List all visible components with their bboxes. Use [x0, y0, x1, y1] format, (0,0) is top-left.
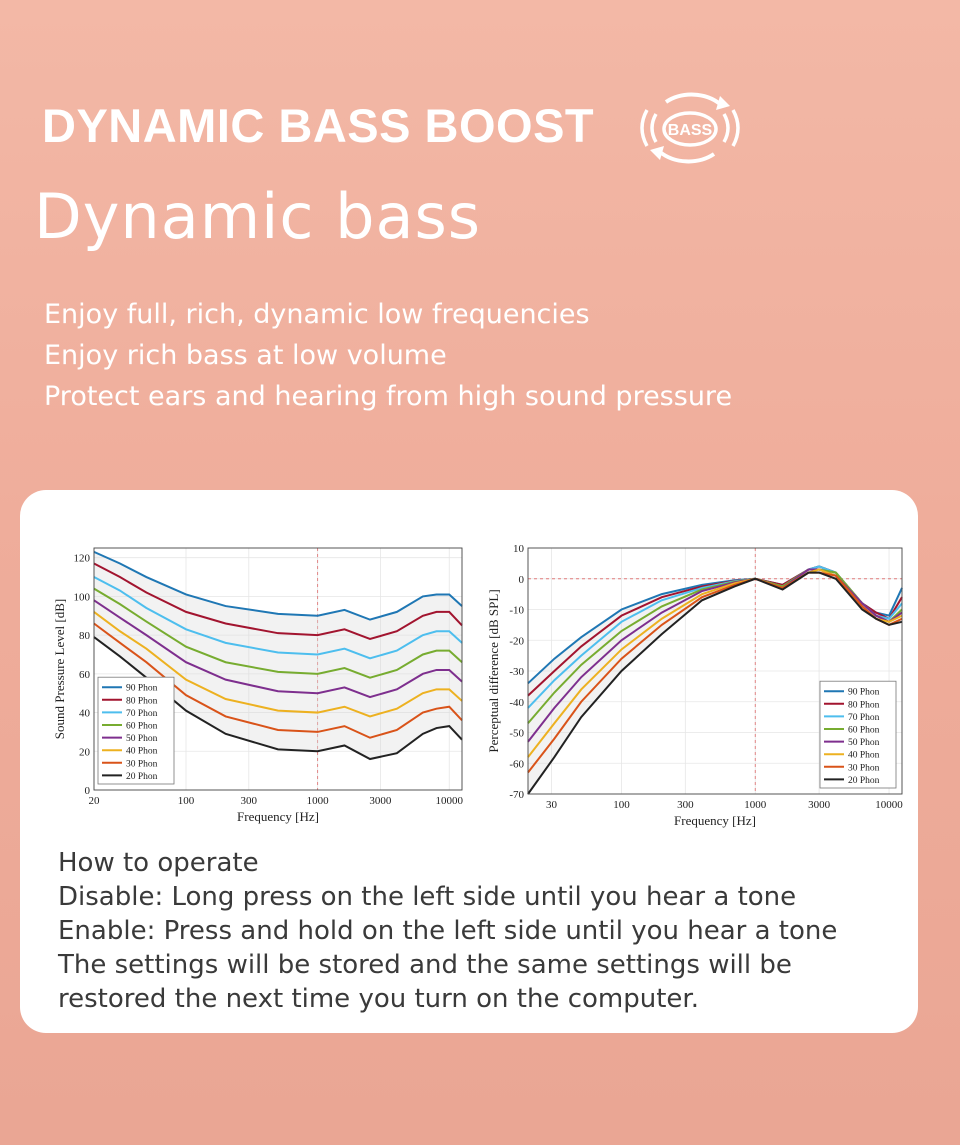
y-tick-label: 0	[85, 785, 91, 797]
x-axis-label: Frequency [Hz]	[237, 809, 319, 824]
headline: DYNAMIC BASS BOOST	[42, 99, 595, 152]
y-tick-label: -70	[509, 789, 524, 801]
feature-list: Enjoy full, rich, dynamic low frequencie…	[44, 294, 732, 417]
y-tick-label: 40	[79, 708, 91, 720]
series-line-90-phon	[93, 550, 463, 621]
hatch-band	[528, 566, 902, 794]
instruction-line: Enable: Press and hold on the left side …	[58, 916, 838, 946]
y-axis-label: Sound Pressure Level [dB]	[52, 599, 67, 739]
y-tick-label: -10	[509, 605, 524, 617]
y-tick-label: 120	[74, 553, 91, 565]
legend-label: 50 Phon	[126, 734, 158, 744]
bass-badge-icon: BASS	[640, 92, 740, 164]
y-tick-label: 20	[79, 746, 91, 758]
x-tick-label: 3000	[369, 795, 392, 807]
legend-label: 20 Phon	[848, 776, 880, 786]
instructions-heading: How to operate	[58, 848, 259, 878]
subtitle: Dynamic bass	[34, 180, 482, 253]
instruction-line: The settings will be stored and the same…	[58, 950, 792, 980]
x-tick-label: 300	[677, 799, 694, 811]
x-tick-label: 300	[241, 795, 258, 807]
feature-item: Enjoy rich bass at low volume	[44, 340, 447, 371]
plot-frame	[93, 547, 463, 791]
legend-label: 70 Phon	[848, 713, 880, 723]
x-tick-label: 10000	[435, 795, 463, 807]
series-line-20-phon	[527, 571, 903, 795]
x-tick-label: 3000	[808, 799, 831, 811]
y-tick-label: 0	[519, 574, 525, 586]
y-axis-label: Perceptual difference [dB SPL]	[486, 589, 501, 752]
y-tick-label: 100	[74, 591, 91, 603]
legend-label: 90 Phon	[126, 684, 158, 694]
legend-label: 80 Phon	[848, 700, 880, 710]
legend-label: 80 Phon	[126, 696, 158, 706]
series-line-80-phon	[93, 562, 463, 641]
y-tick-label: -20	[509, 635, 524, 647]
x-tick-label: 1000	[307, 795, 330, 807]
x-tick-label: 30	[546, 799, 558, 811]
plot-frame	[527, 547, 903, 795]
series-line-60-phon	[93, 587, 463, 679]
series-line-30-phon	[93, 622, 463, 739]
y-tick-label: -30	[509, 666, 524, 678]
legend-box	[97, 676, 175, 785]
legend-label: 40 Phon	[848, 751, 880, 761]
instructions-list: How to operate Disable: Long press on th…	[58, 846, 837, 1016]
y-tick-label: -50	[509, 728, 524, 740]
y-tick-label: 60	[79, 669, 91, 681]
legend-label: 60 Phon	[126, 722, 158, 732]
feature-item: Enjoy full, rich, dynamic low frequencie…	[44, 299, 590, 330]
hatch-band	[94, 551, 462, 760]
x-tick-label: 1000	[744, 799, 767, 811]
x-tick-label: 100	[613, 799, 630, 811]
y-tick-label: -60	[509, 758, 524, 770]
legend-box	[819, 680, 897, 789]
legend-label: 20 Phon	[126, 772, 158, 782]
legend-label: 30 Phon	[848, 763, 880, 773]
feature-item: Protect ears and hearing from high sound…	[44, 381, 733, 412]
x-tick-label: 20	[89, 795, 101, 807]
badge-label: BASS	[668, 122, 713, 139]
legend-label: 70 Phon	[126, 709, 158, 719]
x-axis-label: Frequency [Hz]	[674, 813, 756, 828]
x-tick-label: 10000	[875, 799, 903, 811]
y-tick-label: 10	[513, 543, 525, 555]
legend-label: 40 Phon	[126, 747, 158, 757]
series-line-40-phon	[93, 611, 463, 718]
info-card: 0 20 40 60 80 100 120 20 100 300 1000 3000 10000 Freq…	[20, 490, 918, 1033]
legend-label: 30 Phon	[126, 759, 158, 769]
y-tick-label: -40	[509, 697, 524, 709]
legend-label: 60 Phon	[848, 726, 880, 736]
instruction-line: Disable: Long press on the left side unt…	[58, 882, 797, 912]
series-line-70-phon	[93, 576, 463, 660]
legend-label: 90 Phon	[848, 688, 880, 698]
legend-label: 50 Phon	[848, 738, 880, 748]
y-tick-label: 80	[79, 630, 91, 642]
series-line-50-phon	[93, 599, 463, 699]
instruction-line: restored the next time you turn on the c…	[58, 984, 699, 1014]
x-tick-label: 100	[178, 795, 195, 807]
